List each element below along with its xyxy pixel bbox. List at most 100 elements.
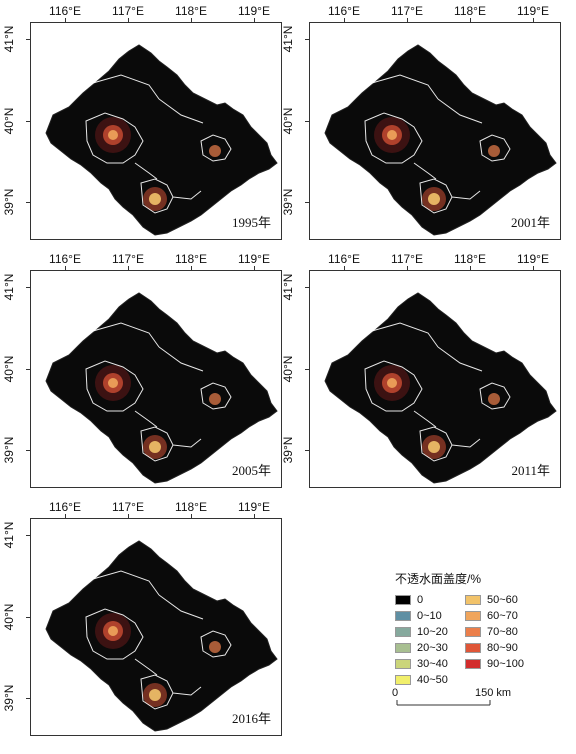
region-silhouette [45,540,278,732]
legend-item: 60~70 [465,608,524,624]
legend-label: 60~70 [487,610,518,622]
legend-column-right: 50~60 60~70 70~80 80~90 90~100 [465,592,524,672]
year-label: 2016年 [231,711,271,726]
lon-tick-label: 117°E [112,4,144,18]
legend-label: 10~20 [417,626,448,638]
legend-item: 10~20 [395,624,448,640]
lat-tickmark [26,121,31,122]
admin-boundaries [85,322,232,462]
lon-tickmark [344,18,345,23]
lon-tickmark [254,514,255,519]
map-panel-3: 116°E 117°E 118°E 119°E 41°N 40°N 39°N 2005年 [2,252,282,488]
lat-tick-label: 41°N [2,521,16,549]
map-svg [45,292,278,484]
lat-tick-label: 40°N [281,355,295,383]
legend-swatch [395,595,411,605]
lon-tick-label: 117°E [112,252,144,266]
legend-label: 50~60 [487,594,518,606]
lon-tick-label: 116°E [49,4,81,18]
region-silhouette [324,292,557,484]
legend-item: 70~80 [465,624,524,640]
legend-item: 50~60 [465,592,524,608]
lat-tickmark [305,202,310,203]
legend-swatch [395,643,411,653]
legend-swatch [465,627,481,637]
lon-tick-label: 118°E [454,252,486,266]
urban-hotspot-tertiary [488,145,500,157]
year-label: 2005年 [231,463,271,478]
urban-hotspot-tertiary [209,641,221,653]
urban-hotspot-secondary [422,435,446,459]
admin-boundaries [364,322,511,462]
lon-tick-label: 118°E [175,500,207,514]
legend-label: 40~50 [417,674,448,686]
lon-tickmark [533,266,534,271]
lon-tick-label: 118°E [175,252,207,266]
scale-bar-line [396,700,491,706]
lon-tick-label: 117°E [391,252,423,266]
lat-tick-label: 39°N [2,436,16,464]
legend-swatch [465,659,481,669]
legend-item: 90~100 [465,656,524,672]
lon-tick-label: 118°E [175,4,207,18]
urban-hotspot-secondary [143,683,167,707]
lon-tick-label: 116°E [49,252,81,266]
lat-tickmark [305,369,310,370]
lat-tick-label: 39°N [281,188,295,216]
lon-tickmark [65,266,66,271]
lat-tick-label: 40°N [2,355,16,383]
legend-item: 30~40 [395,656,448,672]
lon-tick-label: 119°E [517,252,549,266]
map-svg [45,540,278,732]
map-panel-5: 116°E 117°E 118°E 119°E 41°N 40°N 39°N 2016年 [2,500,282,736]
lon-tickmark [128,514,129,519]
legend-swatch [395,627,411,637]
lon-tick-label: 119°E [517,4,549,18]
urban-hotspot-tertiary [209,145,221,157]
lat-tick-label: 40°N [2,107,16,135]
urban-hotspot-main [374,117,410,153]
legend-swatch [395,611,411,621]
lat-tick-label: 39°N [281,436,295,464]
scale-start-label: 0 [392,687,399,699]
lat-tickmark [305,450,310,451]
lat-tick-label: 41°N [2,25,16,53]
legend: 不透水面盖度/% 0 0~10 10~20 20~30 30~40 40~50 … [395,570,565,686]
urban-hotspot-main [374,365,410,401]
lat-tickmark [26,535,31,536]
lon-tickmark [191,514,192,519]
lon-tick-label: 117°E [391,4,423,18]
urban-hotspot-secondary [143,435,167,459]
urban-hotspot-secondary [422,187,446,211]
admin-boundaries [85,570,232,710]
lon-tickmark [128,18,129,23]
year-label: 2001年 [510,215,550,230]
legend-item: 40~50 [395,672,448,688]
legend-item: 0 [395,592,448,608]
map-svg [324,292,557,484]
year-label: 1995年 [231,215,271,230]
legend-swatch [465,595,481,605]
legend-label: 30~40 [417,658,448,670]
scale-bar: 0 150 km [392,687,525,711]
legend-label: 20~30 [417,642,448,654]
legend-swatch [395,675,411,685]
admin-boundaries [85,74,232,214]
scale-end-label: 150 km [475,687,512,699]
lat-tickmark [26,287,31,288]
map-panel-2: 116°E 117°E 118°E 119°E 41°N 40°N 39°N 2001年 [281,4,561,240]
map-panel-1: 116°E 117°E 118°E 119°E 41°N 40°N 39°N 1995年 [2,4,282,240]
lon-tickmark [65,18,66,23]
lat-tickmark [26,698,31,699]
legend-swatch [465,611,481,621]
lon-tick-label: 119°E [238,4,270,18]
lon-tickmark [254,18,255,23]
legend-label: 0~10 [417,610,442,622]
urban-hotspot-main [95,365,131,401]
lat-tick-label: 39°N [2,684,16,712]
legend-label: 0 [417,594,424,606]
legend-column-left: 0 0~10 10~20 20~30 30~40 40~50 [395,592,448,688]
lat-tick-label: 41°N [2,273,16,301]
urban-hotspot-main [95,613,131,649]
urban-hotspot-secondary [143,187,167,211]
